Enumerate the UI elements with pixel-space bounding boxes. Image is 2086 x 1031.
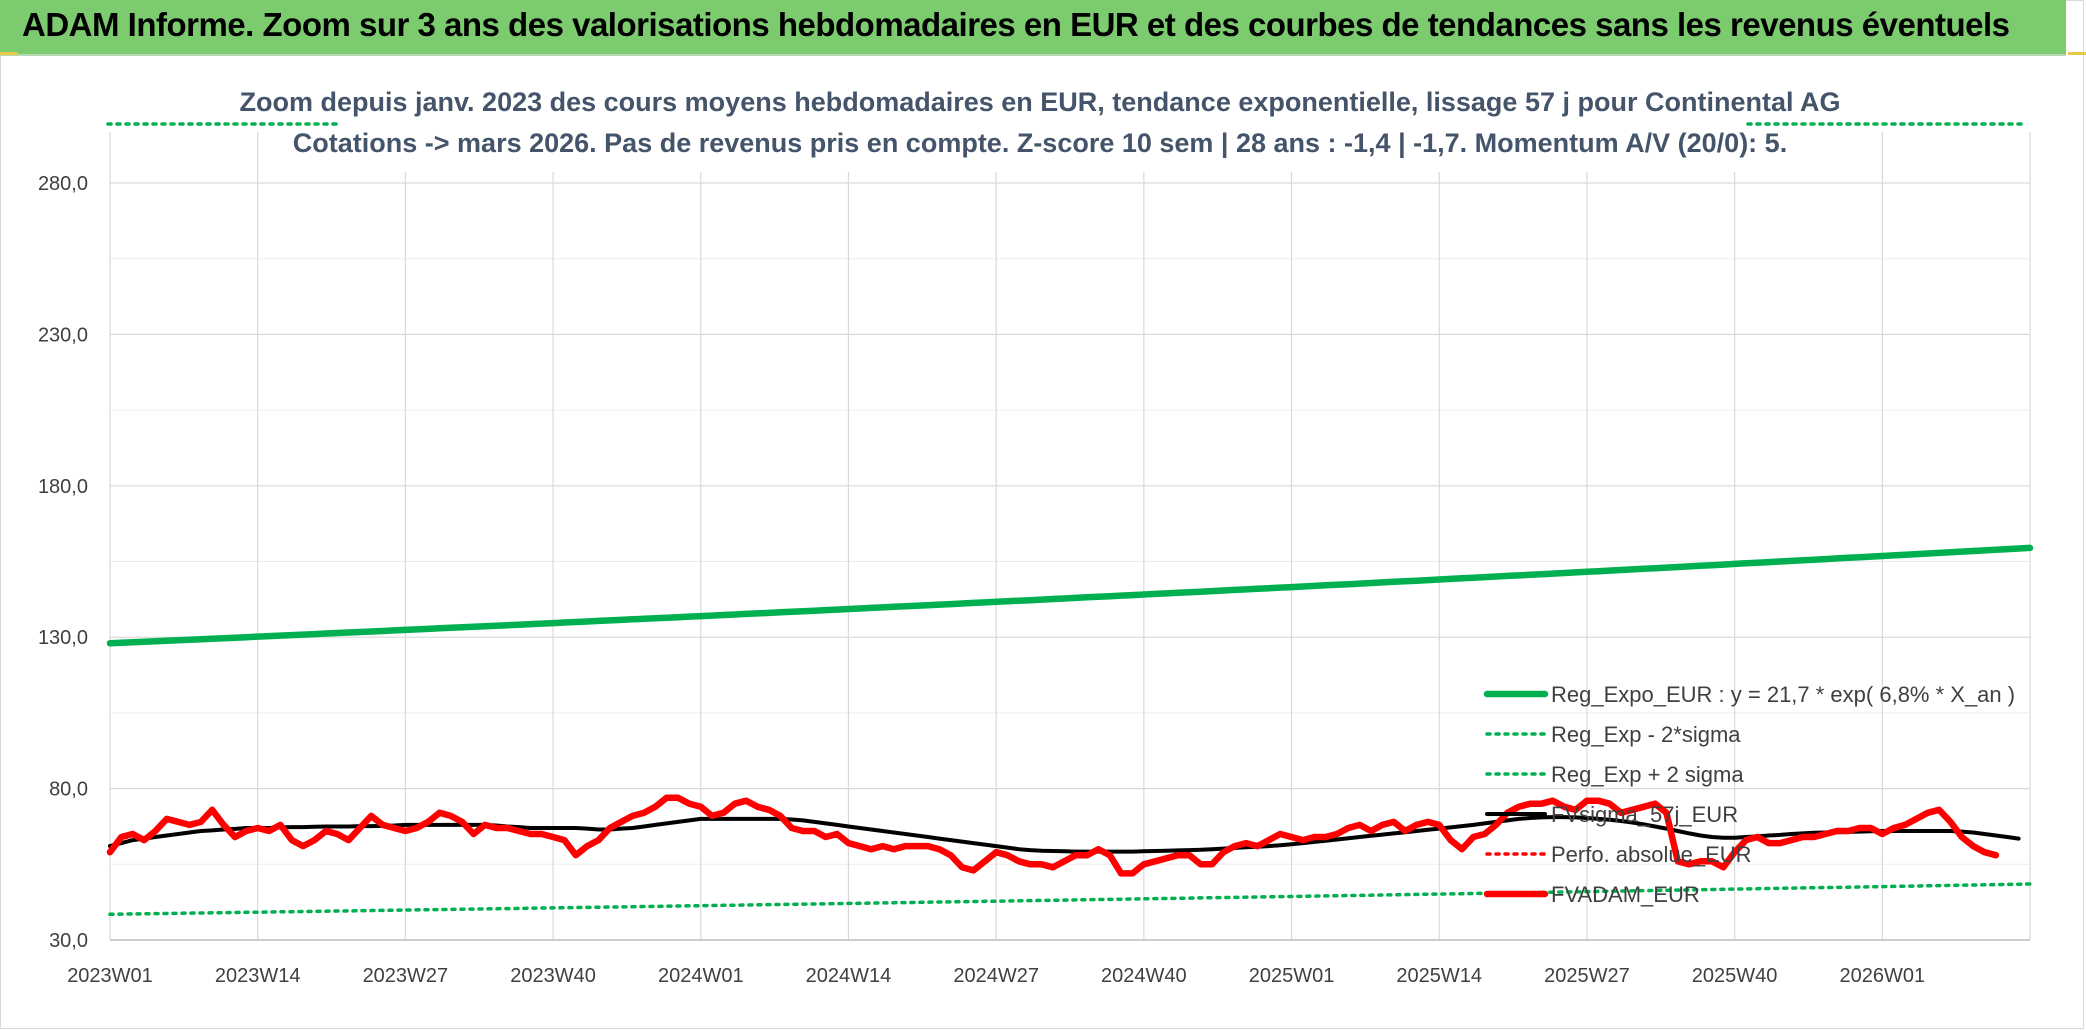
series-group [106, 544, 2034, 917]
x-tick-label: 2025W14 [1396, 965, 1482, 987]
y-tick-label: 130,0 [38, 627, 88, 649]
chart-title-line1: Zoom depuis janv. 2023 des cours moyens … [240, 87, 1841, 117]
title-backdrop [340, 76, 1745, 172]
banner-title: ADAM Informe. Zoom sur 3 ans des valoris… [22, 6, 2010, 43]
legend-label: Perfo. absolue_EUR [1551, 842, 1752, 867]
x-tick-label: 2023W27 [363, 965, 449, 987]
x-tick-label: 2025W01 [1249, 965, 1335, 987]
legend-label: FVsigma_57j_EUR [1551, 802, 1738, 827]
fvadam-line [106, 794, 2000, 877]
x-tick-label: 2023W14 [215, 965, 301, 987]
legend: Reg_Expo_EUR : y = 21,7 * exp( 6,8% * X_… [1483, 682, 2015, 907]
reg-expo-line [106, 544, 2034, 647]
y-tick-label: 280,0 [38, 173, 88, 195]
legend-label: FVADAM_EUR [1551, 882, 1700, 907]
y-tick-label: 80,0 [49, 779, 88, 801]
x-tick-label: 2025W27 [1544, 965, 1630, 987]
legend-label: Reg_Exp - 2*sigma [1551, 722, 1741, 747]
corner-mark-left [0, 52, 18, 55]
y-axis: 280,0 230,0 180,0 130,0 80,0 30,0 [38, 173, 88, 952]
grid [109, 132, 2031, 941]
corner-mark-right [2068, 52, 2086, 55]
y-tick-label: 30,0 [49, 930, 88, 952]
x-tick-label: 2024W40 [1101, 965, 1187, 987]
y-tick-label: 230,0 [38, 324, 88, 346]
x-tick-label: 2023W01 [67, 965, 153, 987]
x-tick-label: 2026W01 [1839, 965, 1925, 987]
chart-title-line2: Cotations -> mars 2026. Pas de revenus p… [293, 128, 1787, 158]
legend-label: Reg_Expo_EUR : y = 21,7 * exp( 6,8% * X_… [1551, 682, 2015, 707]
x-tick-label: 2023W40 [510, 965, 596, 987]
x-axis: 2023W01 2023W14 2023W27 2023W40 2024W01 2024W… [67, 939, 2030, 987]
x-tick-label: 2025W40 [1692, 965, 1778, 987]
x-tick-label: 2024W27 [953, 965, 1039, 987]
legend-label: Reg_Exp + 2 sigma [1551, 762, 1744, 787]
x-tick-label: 2024W14 [806, 965, 892, 987]
reg-exp-minus-2sigma-line [108, 882, 2032, 917]
x-tick-label: 2024W01 [658, 965, 744, 987]
report-banner: ADAM Informe. Zoom sur 3 ans des valoris… [0, 0, 2066, 56]
y-tick-label: 180,0 [38, 476, 88, 498]
